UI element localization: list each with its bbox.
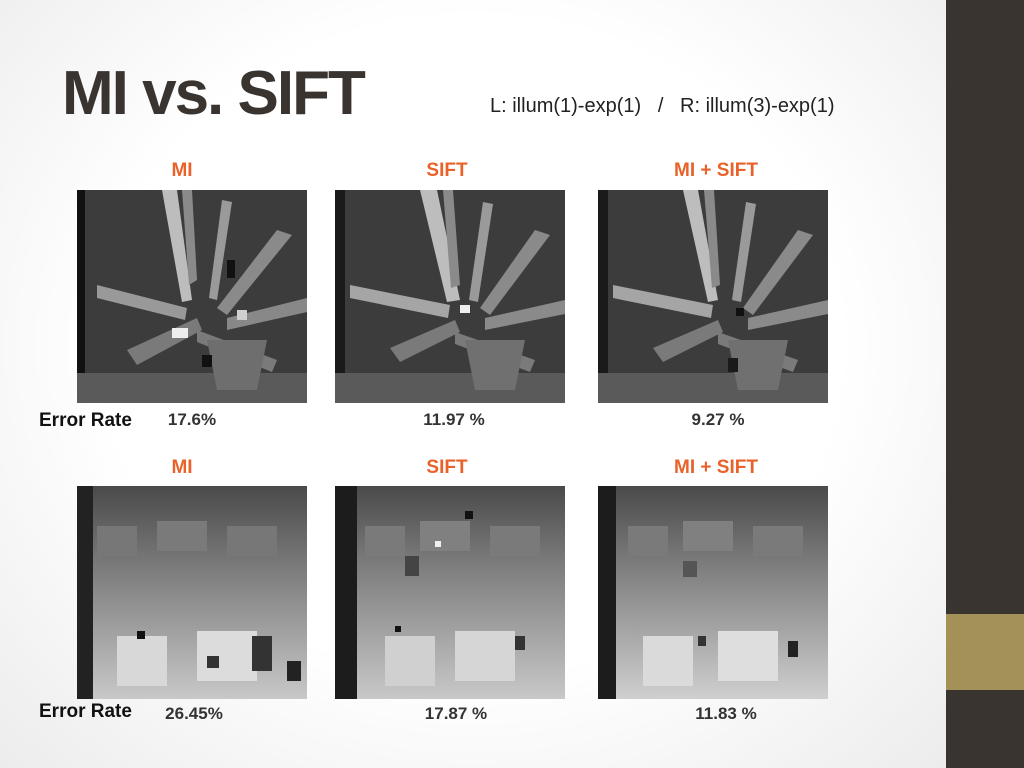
row2-error-sift: 17.87 % bbox=[424, 704, 488, 723]
row1-error-rate-label: Error Rate bbox=[39, 410, 132, 431]
slide-title: MI vs. SIFT bbox=[62, 59, 366, 128]
row2-error-mi-sift: 11.83 % bbox=[695, 704, 757, 723]
row1-label-mi-sift: MI + SIFT bbox=[674, 160, 758, 181]
slide-subtitle: L: illum(1)-exp(1) / R: illum(3)-exp(1) bbox=[490, 95, 835, 117]
disparity-map-scene-mi-sift bbox=[598, 486, 828, 699]
row2-error-mi: 26.45% bbox=[165, 704, 223, 723]
disparity-map-plant-sift bbox=[335, 190, 565, 403]
disparity-map-scene-mi bbox=[77, 486, 307, 699]
row1-error-mi: 17.6% bbox=[167, 410, 217, 429]
row2-label-mi: MI bbox=[171, 457, 193, 478]
row2-error-rate-label: Error Rate bbox=[39, 701, 132, 722]
row1-label-mi: MI bbox=[171, 160, 193, 181]
disparity-map-scene-sift bbox=[335, 486, 565, 699]
disparity-map-plant-mi bbox=[77, 190, 307, 403]
sidebar-accent-band bbox=[946, 614, 1024, 690]
disparity-map-plant-mi-sift bbox=[598, 190, 828, 403]
row1-error-sift: 11.97 % bbox=[423, 410, 485, 429]
row1-error-mi-sift: 9.27 % bbox=[691, 410, 745, 429]
row2-label-mi-sift: MI + SIFT bbox=[674, 457, 758, 478]
row1-label-sift: SIFT bbox=[426, 160, 468, 181]
row2-label-sift: SIFT bbox=[426, 457, 468, 478]
